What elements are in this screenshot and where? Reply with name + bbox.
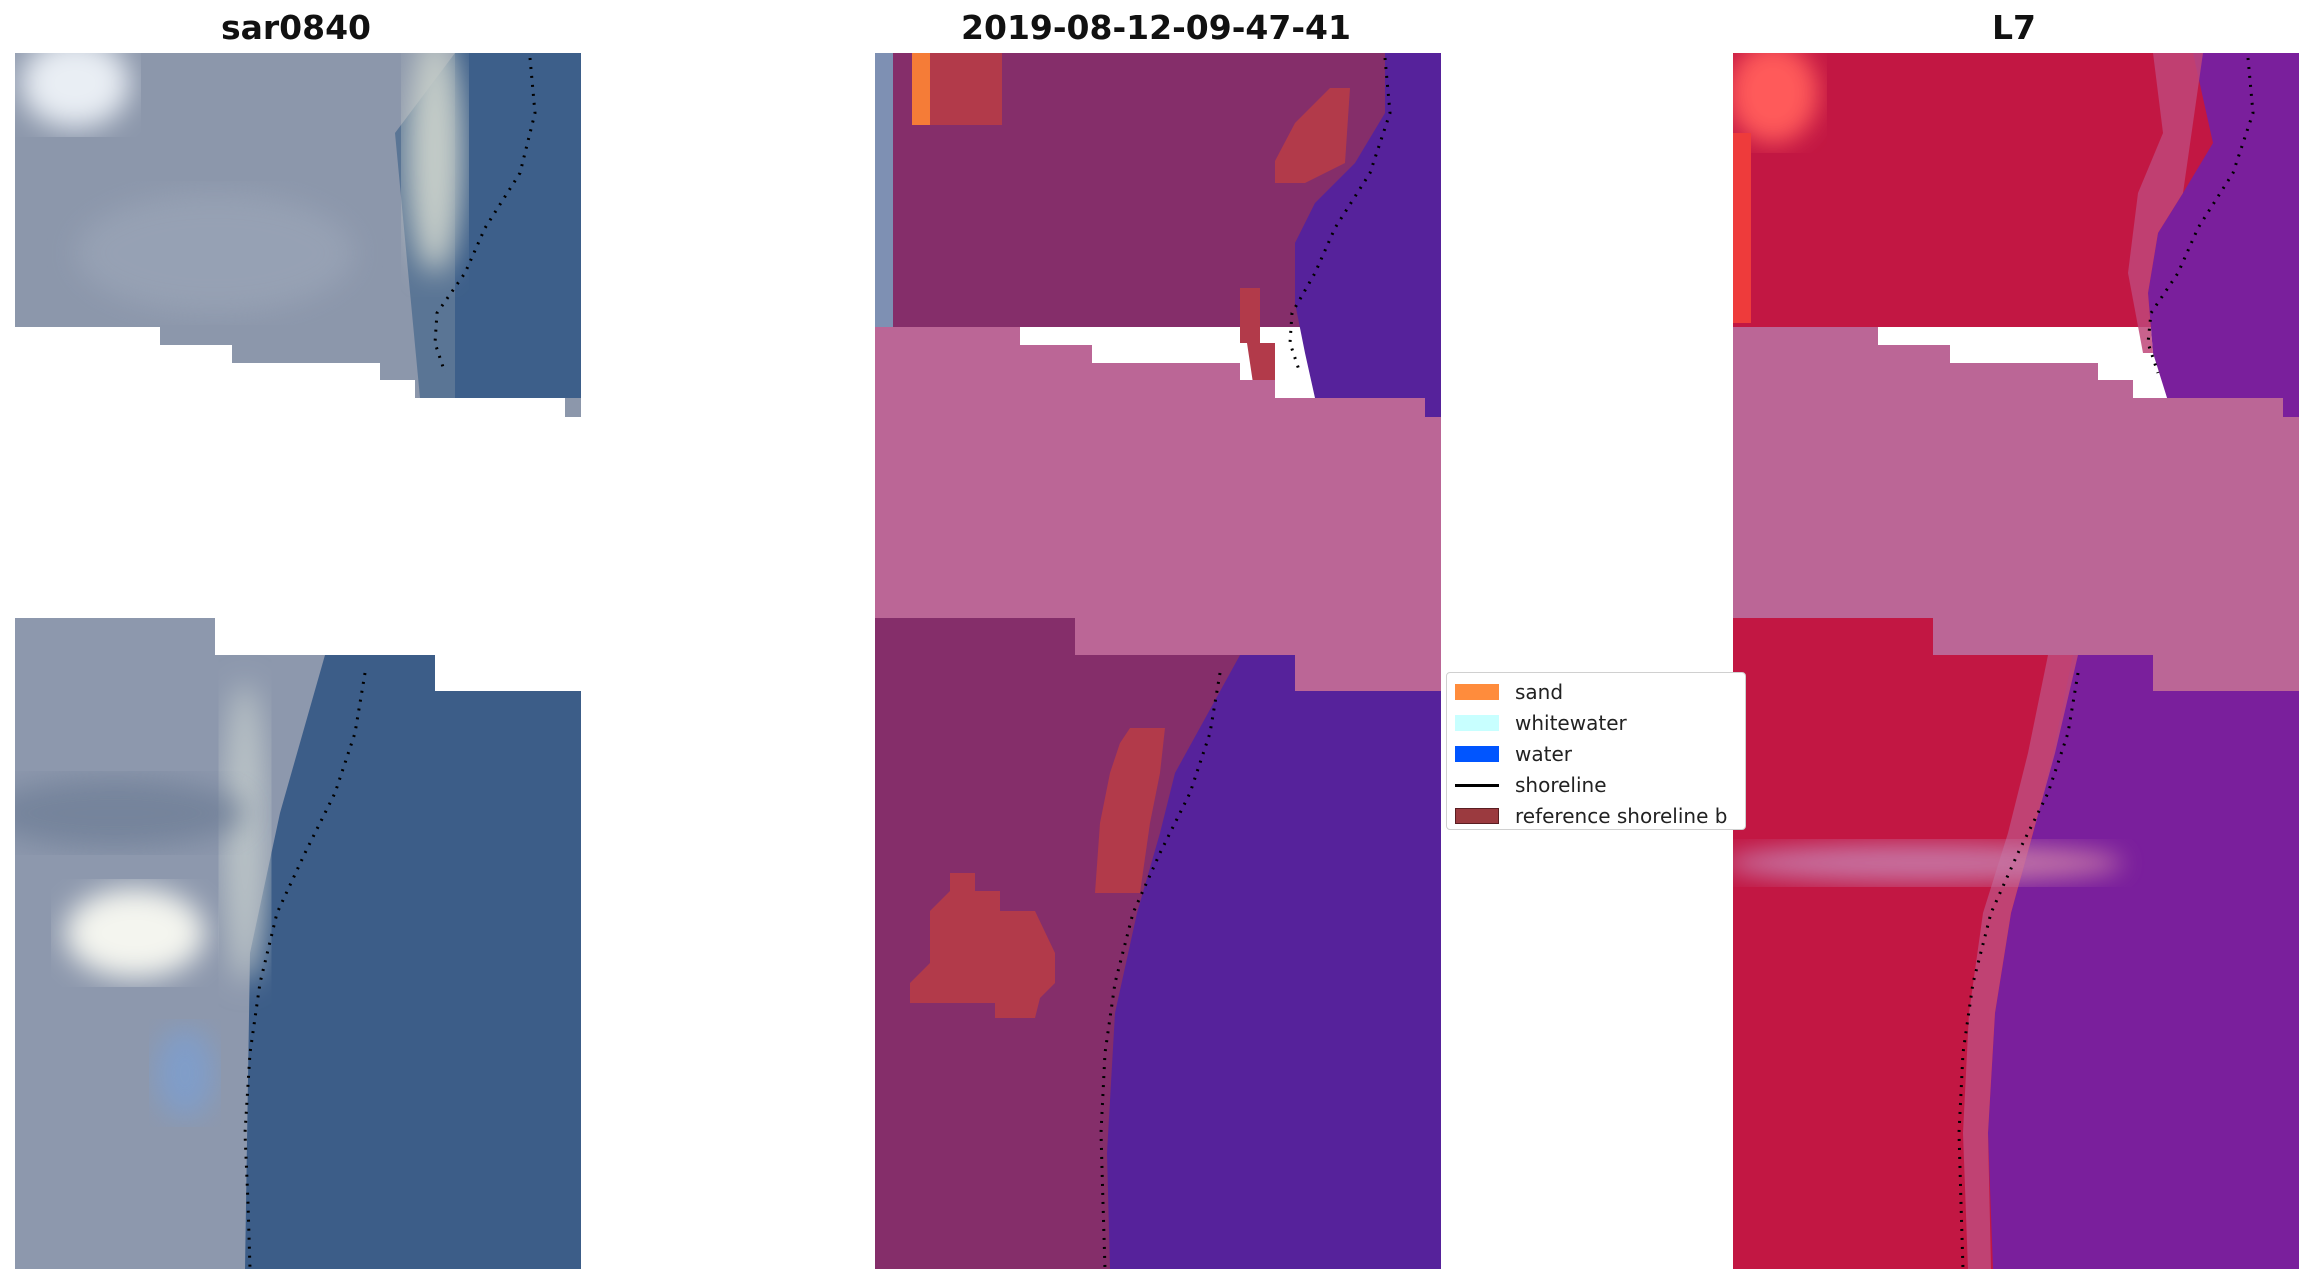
reference-buffer-top-2 [1275,88,1350,183]
classified-shoreline-top [1288,57,1392,374]
legend-label: sand [1515,680,1564,704]
legend-label: water [1515,742,1572,766]
legend-item-sand: sand [1455,679,1563,705]
legend: sand whitewater water shoreline referenc… [1446,672,1746,830]
rgb-image-top [15,53,581,417]
legend-item-shoreline: shoreline [1455,772,1607,798]
reference-buffer-top-3 [1240,288,1275,383]
panel-title-classification: 2019-08-12-09-47-41 [961,8,1351,47]
legend-label: shoreline [1515,773,1607,797]
reference-buffer-bottom-2 [910,873,1055,1018]
water-area-top [1295,53,1441,417]
transition-bottom [1963,655,2078,1269]
legend-item-reference-buffer: reference shoreline b [1455,803,1727,829]
legend-label: whitewater [1515,711,1627,735]
sand-swatch [1455,684,1499,700]
reference-buffer-swatch [1455,808,1499,824]
satellite-panel [1733,53,2299,1269]
legend-item-whitewater: whitewater [1455,710,1627,736]
water-purple-top [2148,53,2299,417]
classification-panel [875,53,1441,1269]
panel-title-satellite: L7 [1992,8,2036,47]
water-swatch [1455,746,1499,762]
panel-title-rgb: sar0840 [220,8,372,47]
whitewater-swatch [1455,715,1499,731]
satellite-shoreline-top [2146,57,2255,374]
water-area-bottom [1107,655,1441,1269]
reference-buffer-bottom-1 [1095,728,1165,893]
satellite-nodata-band [1733,327,2299,691]
legend-label: reference shoreline b [1515,804,1728,828]
transition-top [2128,53,2203,353]
rgb-image-panel [15,53,581,1269]
nodata-band [875,327,1441,691]
reference-buffer-top-1 [930,53,1002,125]
shoreline-line-marker [1455,783,1499,787]
legend-item-water: water [1455,741,1572,767]
water-purple-bottom [1988,655,2299,1269]
rgb-image-bottom [15,618,581,1269]
whitewater-strip [875,53,893,327]
